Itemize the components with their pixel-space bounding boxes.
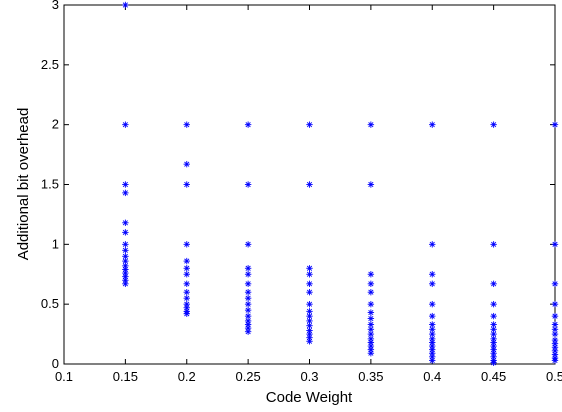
data-point	[306, 271, 313, 278]
data-point	[490, 300, 497, 308]
x-tick-label: 0.4	[423, 369, 441, 384]
data-point	[551, 241, 559, 248]
data-point	[183, 271, 190, 278]
data-point	[306, 280, 313, 288]
data-point	[367, 330, 375, 338]
data-point	[244, 271, 252, 278]
data-point	[183, 160, 190, 168]
data-point	[490, 280, 497, 288]
data-point	[306, 265, 313, 272]
data-point	[244, 306, 252, 314]
data-point	[183, 265, 190, 272]
data-point	[429, 300, 436, 308]
x-tick-label: 0.1	[55, 369, 73, 384]
data-point	[122, 229, 129, 236]
y-tick-labels: 0 0.5 1 1.5 2 2.5 3	[41, 0, 59, 371]
data-point	[244, 289, 252, 296]
x-tick-label: 0.25	[235, 369, 260, 384]
data-point	[244, 294, 252, 302]
y-tick-label: 1	[52, 236, 59, 251]
data-point	[551, 330, 559, 338]
data-point	[367, 300, 375, 308]
data-point	[367, 181, 375, 188]
data-point	[306, 181, 313, 188]
data-point	[244, 328, 252, 335]
data-point	[122, 121, 129, 128]
data-point	[183, 294, 190, 302]
data-point	[306, 121, 313, 128]
data-point	[367, 309, 375, 316]
data-point	[244, 241, 252, 248]
data-point	[122, 1, 129, 9]
x-tick-label: 0.35	[358, 369, 383, 384]
data-point	[244, 265, 252, 272]
data-point	[490, 121, 497, 128]
data-point	[551, 312, 559, 320]
data-point	[551, 280, 559, 288]
x-tick-label: 0.3	[300, 369, 318, 384]
axis-ticks	[63, 4, 556, 365]
data-point	[183, 241, 190, 248]
y-tick-label: 0.5	[41, 296, 59, 311]
data-point	[122, 247, 129, 254]
data-point	[306, 300, 313, 308]
data-point	[183, 289, 190, 296]
y-axis-label: Additional bit overhead	[15, 108, 32, 261]
data-point	[244, 280, 252, 288]
data-point	[551, 121, 559, 128]
data-point	[551, 300, 559, 308]
data-point	[490, 312, 497, 320]
y-tick-label: 3	[52, 0, 59, 12]
data-point	[429, 241, 436, 248]
data-point	[122, 241, 129, 248]
x-tick-label: 0.45	[481, 369, 506, 384]
x-axis-label: Code Weight	[266, 389, 353, 406]
y-tick-label: 1.5	[41, 177, 59, 192]
data-point	[429, 280, 436, 288]
data-point	[551, 357, 559, 364]
data-point	[429, 357, 436, 364]
data-point	[367, 289, 375, 296]
data-point	[183, 280, 190, 288]
data-point	[367, 350, 375, 357]
data-point	[183, 257, 190, 265]
data-point	[122, 181, 129, 188]
data-point	[367, 280, 375, 288]
data-points	[122, 1, 559, 367]
y-tick-label: 0	[52, 356, 59, 371]
data-point	[244, 300, 252, 308]
data-point	[122, 189, 129, 197]
data-point	[183, 121, 190, 128]
data-point	[122, 219, 129, 226]
data-point	[429, 312, 436, 320]
data-point	[244, 181, 252, 188]
data-point	[306, 338, 313, 345]
data-point	[367, 121, 375, 128]
data-point	[490, 326, 497, 333]
data-point	[490, 241, 497, 248]
x-tick-labels: 0.1 0.15 0.2 0.25 0.3 0.35 0.4 0.45 0.5	[55, 369, 562, 384]
data-point	[367, 315, 375, 322]
data-point	[306, 289, 313, 296]
data-point	[429, 271, 436, 278]
x-tick-label: 0.2	[178, 369, 196, 384]
data-point	[122, 280, 129, 288]
data-point	[183, 310, 190, 317]
y-tick-label: 2.5	[41, 57, 59, 72]
x-tick-label: 0.5	[546, 369, 562, 384]
data-point	[490, 359, 497, 367]
data-point	[429, 121, 436, 128]
data-point	[551, 326, 559, 333]
data-point	[183, 181, 190, 188]
y-tick-label: 2	[52, 117, 59, 132]
data-point	[244, 121, 252, 128]
data-point	[367, 271, 375, 278]
x-tick-label: 0.15	[113, 369, 138, 384]
